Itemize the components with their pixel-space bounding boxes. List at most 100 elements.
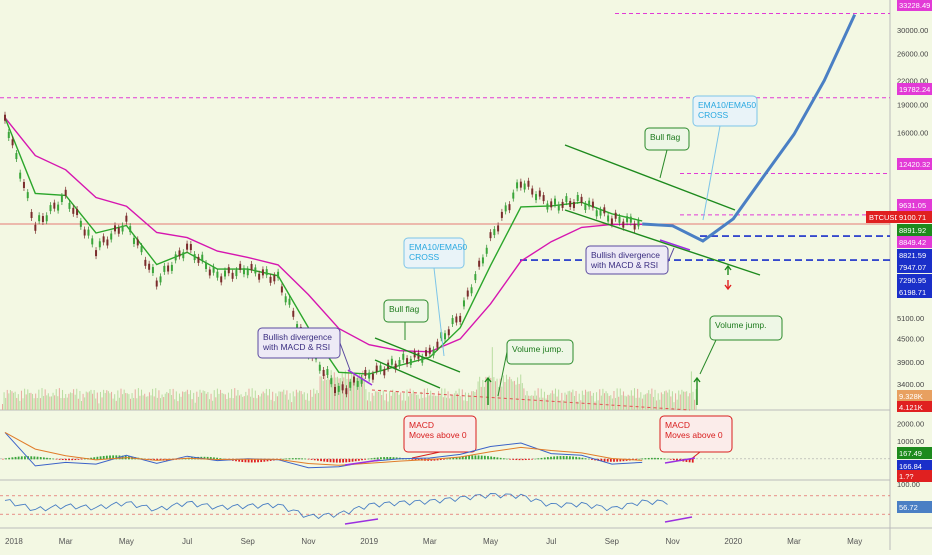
- volume-bar: [463, 400, 465, 410]
- candle-body: [550, 201, 553, 208]
- candle-body: [428, 347, 431, 354]
- note-pointer: [433, 267, 445, 357]
- macd-hist-bar: [641, 458, 644, 460]
- volume-bar: [589, 391, 591, 410]
- volume-bar: [555, 388, 556, 410]
- volume-bar: [216, 388, 218, 410]
- macd-hist-bar: [55, 458, 58, 460]
- volume-bar: [414, 393, 416, 410]
- volume-bar: [425, 397, 427, 410]
- volume-bar: [308, 400, 310, 410]
- macd-hist-bar: [685, 458, 688, 462]
- macd-hist-bar: [609, 458, 612, 462]
- price-label-bg: [897, 274, 932, 286]
- volume-bar: [109, 393, 111, 410]
- volume-label: 9.328K: [899, 392, 923, 401]
- volume-bar: [299, 390, 301, 410]
- candle-body: [425, 350, 428, 357]
- volume-bar: [491, 347, 493, 410]
- volume-bar: [504, 381, 506, 410]
- volume-bar: [573, 395, 575, 410]
- volume-bar: [596, 392, 598, 410]
- volume-bar: [224, 394, 226, 410]
- volume-bar: [161, 394, 163, 410]
- volume-bar: [167, 393, 169, 410]
- macd-hist-bar: [93, 457, 96, 460]
- volume-bar: [321, 376, 323, 410]
- volume-bar: [640, 392, 642, 410]
- candle-body: [626, 216, 629, 223]
- volume-bar: [172, 388, 174, 410]
- volume-bar: [664, 391, 666, 410]
- macd-value-bg: [897, 447, 932, 459]
- candle-body: [132, 237, 135, 244]
- macd-hist-bar: [247, 458, 250, 463]
- candle-body: [95, 250, 98, 257]
- volume-bar: [366, 400, 368, 410]
- macd-hist-bar: [71, 458, 74, 461]
- volume-bar: [344, 370, 346, 410]
- macd-hist-bar: [288, 458, 291, 460]
- volume-bar: [439, 395, 441, 410]
- macd-hist-bar: [635, 458, 637, 460]
- volume-bar: [374, 391, 376, 410]
- macd-hist-bar: [42, 457, 45, 460]
- candle-body: [371, 373, 374, 380]
- volume-bar: [256, 398, 258, 410]
- macd-hist-bar: [373, 457, 376, 460]
- volume-bar: [314, 393, 316, 410]
- note-text: Bull flag: [650, 132, 681, 142]
- macd-hist-bar: [332, 458, 335, 463]
- volume-bar: [235, 395, 237, 410]
- volume-bar: [186, 389, 188, 410]
- macd-hist-bar: [587, 458, 590, 460]
- volume-bar: [362, 370, 364, 410]
- x-tick-label: Mar: [423, 537, 437, 546]
- volume-bar: [395, 390, 397, 410]
- volume-bar: [213, 390, 215, 410]
- price-label-bg: [897, 224, 932, 236]
- macd-hist-bar: [443, 458, 445, 460]
- volume-bar: [656, 400, 658, 410]
- volume-bar: [618, 396, 620, 410]
- divergence-line: [347, 369, 373, 386]
- volume-bar: [376, 391, 378, 410]
- macd-hist-bar: [672, 458, 675, 461]
- volume-bar: [28, 393, 30, 410]
- macd-hist-bar: [115, 455, 118, 460]
- volume-bar: [193, 392, 195, 410]
- volume-bar: [646, 393, 648, 410]
- macd-hist-bar: [156, 458, 159, 461]
- macd-hist-bar: [342, 458, 344, 463]
- candle-body: [140, 246, 143, 253]
- volume-bar: [517, 377, 519, 410]
- volume-bar: [605, 391, 607, 410]
- volume-bar: [359, 373, 361, 410]
- candle-body: [584, 204, 587, 211]
- volume-bar: [379, 389, 381, 410]
- candle-body: [231, 272, 234, 279]
- macd-hist-bar: [562, 456, 565, 460]
- price-label-bg: [897, 236, 932, 248]
- macd-hist-bar: [213, 457, 215, 460]
- volume-bar: [227, 392, 229, 410]
- candle-body: [79, 220, 82, 227]
- volume-bar: [155, 388, 157, 410]
- candle-body: [330, 378, 333, 385]
- volume-bar: [621, 395, 623, 410]
- volume-bar: [411, 393, 413, 410]
- volume-bar: [509, 376, 511, 410]
- volume-bar: [300, 391, 302, 410]
- volume-bar: [485, 376, 487, 410]
- candle-body: [170, 264, 173, 271]
- note-box: [383, 299, 429, 323]
- volume-bar: [543, 391, 545, 410]
- macd-hist-bar: [537, 458, 540, 460]
- volume-bar: [47, 393, 49, 410]
- volume-bar: [126, 393, 128, 410]
- macd-hist-bar: [455, 457, 458, 460]
- note-box: [644, 127, 690, 151]
- volume-bar: [8, 393, 10, 410]
